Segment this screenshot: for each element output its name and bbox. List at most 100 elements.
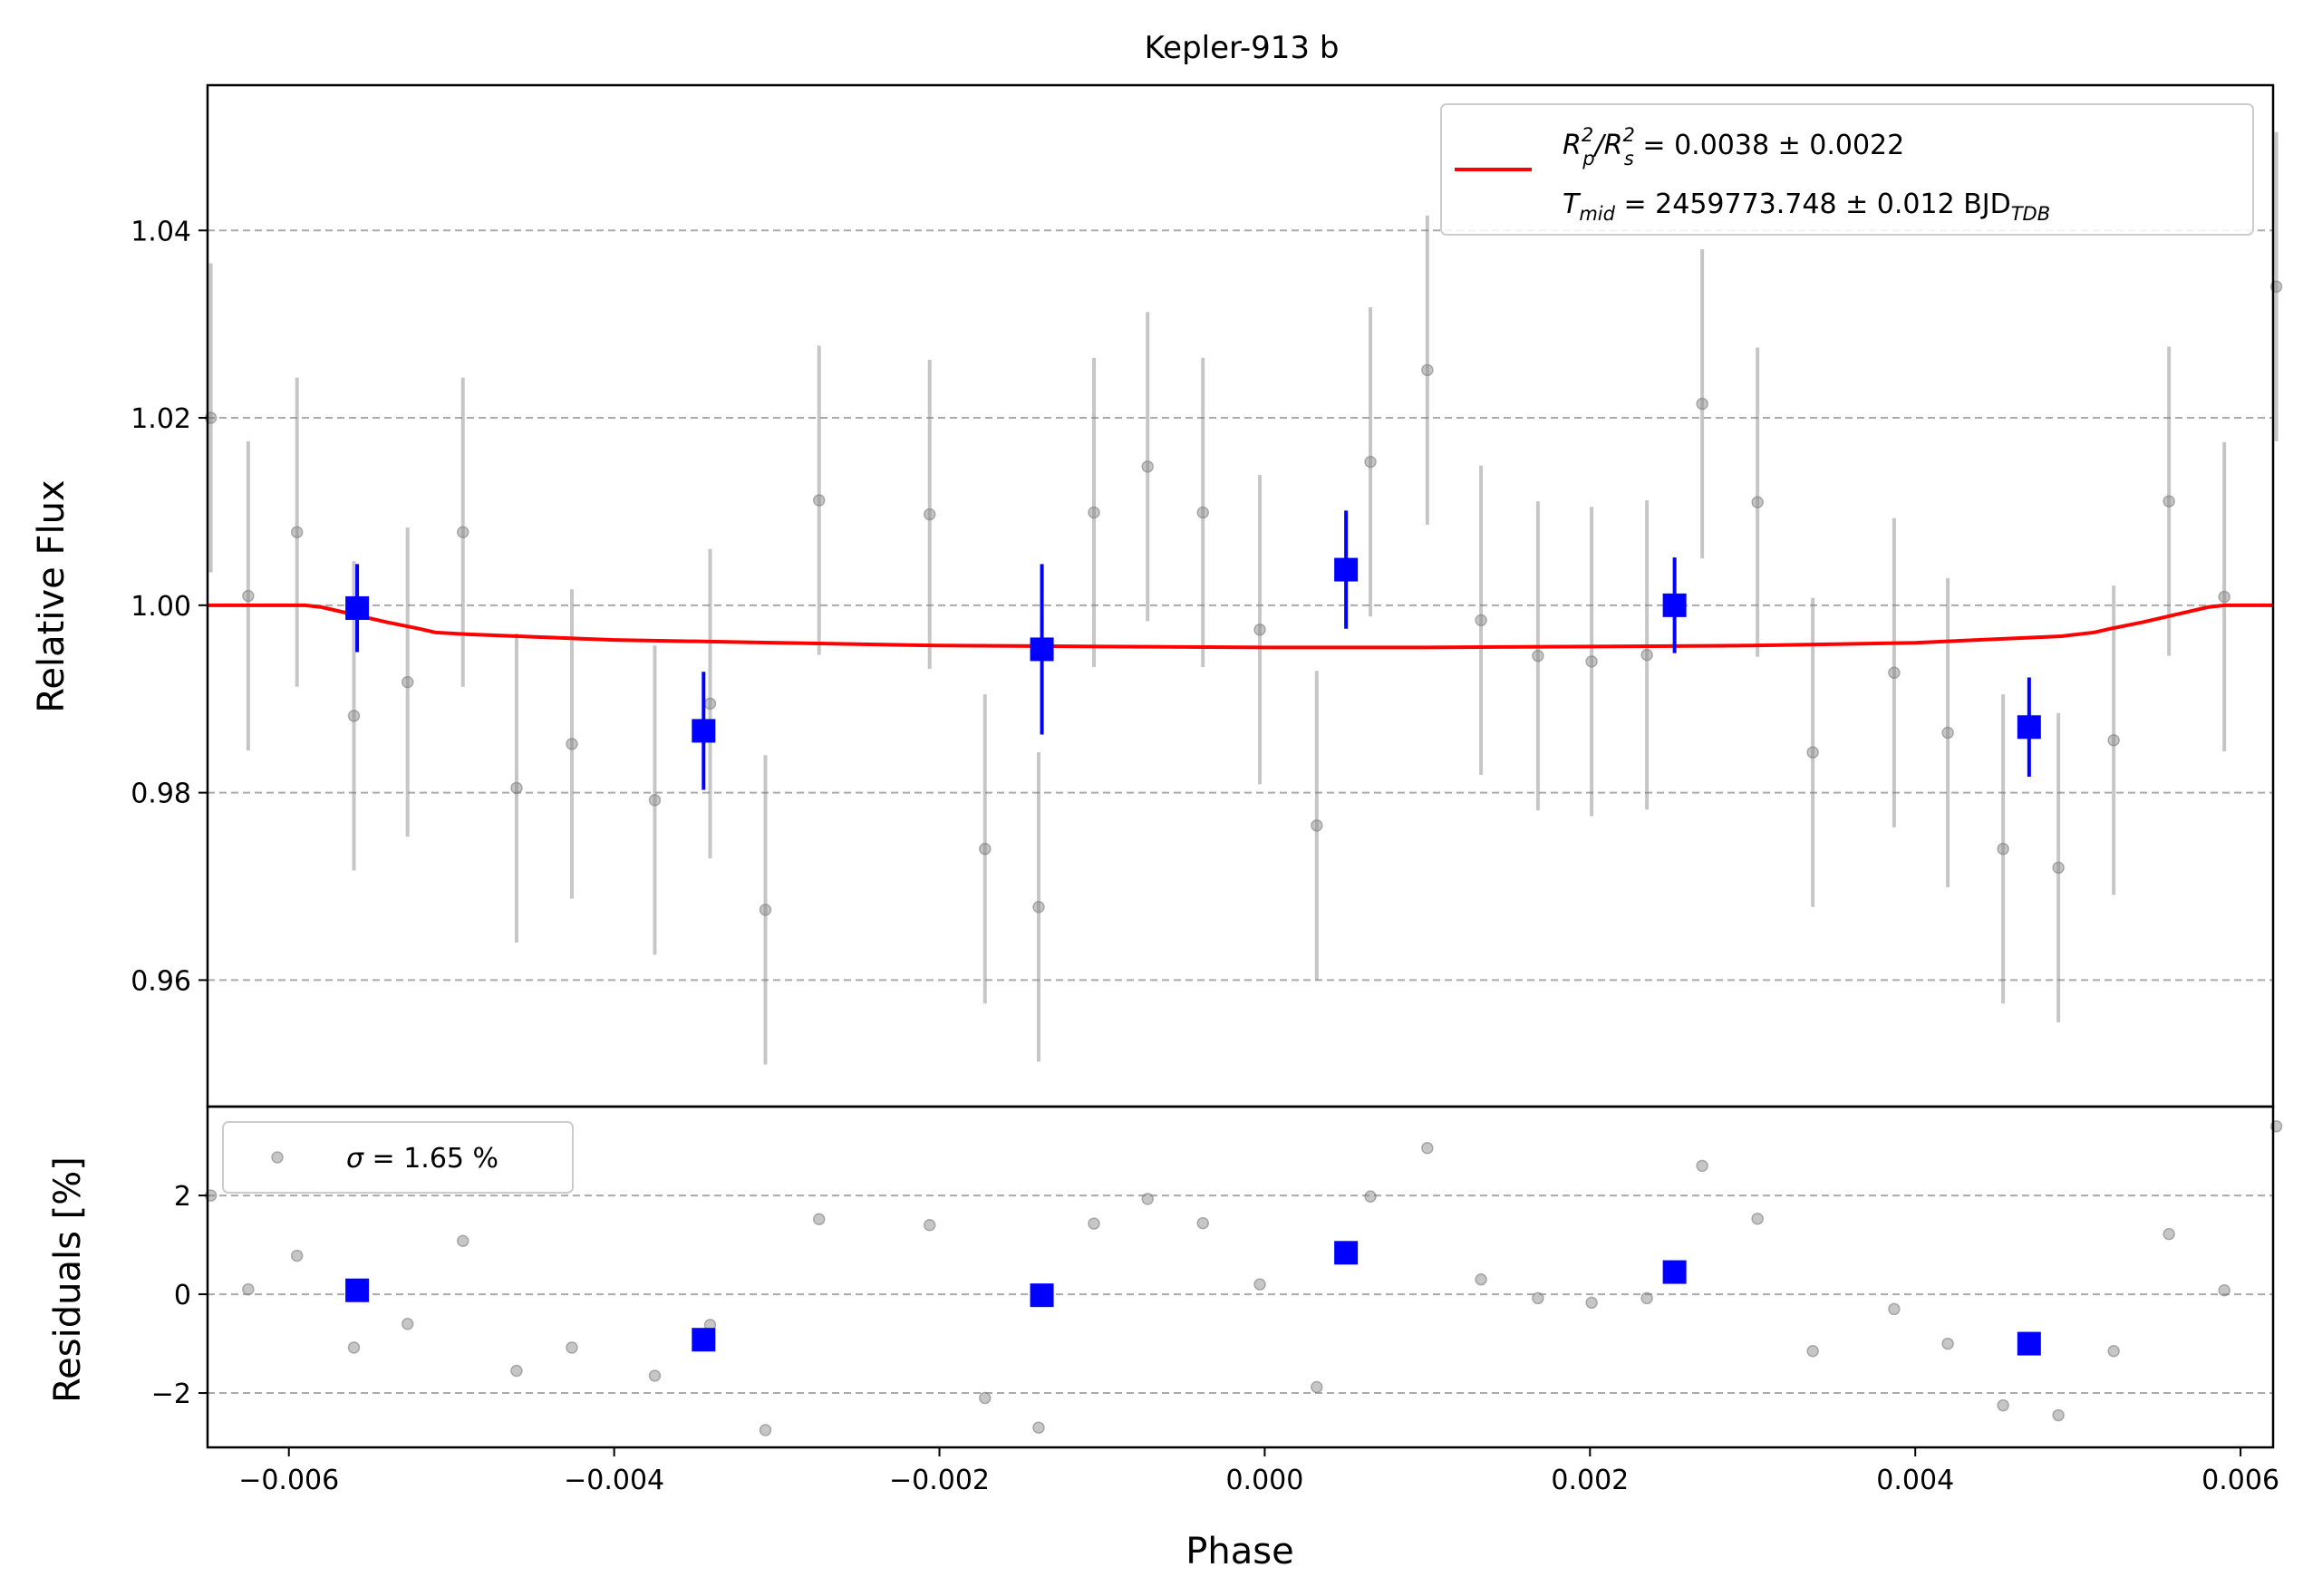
raw-point (2218, 590, 2230, 604)
raw-point (2163, 495, 2175, 508)
residual-point (1696, 1159, 1708, 1173)
raw-point (759, 904, 772, 916)
residual-point (456, 1234, 469, 1247)
residual-point (2218, 1283, 2230, 1297)
binned-point (692, 719, 716, 743)
bottom-legend-box (222, 1121, 574, 1194)
raw-point (812, 494, 826, 507)
raw-point (979, 842, 992, 856)
raw-point (347, 710, 361, 722)
residual-point (2052, 1408, 2065, 1422)
raw-point (1997, 842, 2009, 856)
raw-point (1585, 655, 1598, 668)
residual-point (979, 1391, 992, 1405)
raw-point (1311, 819, 1323, 832)
raw-point (1806, 746, 1819, 759)
x-tick-label: 0.002 (1551, 1465, 1629, 1496)
residual-point (1585, 1296, 1598, 1310)
residual-point (290, 1249, 304, 1262)
residual-binned-point (1030, 1283, 1054, 1308)
x-tick-label: 0.000 (1225, 1465, 1303, 1496)
y-tick-label: 1.00 (131, 591, 191, 623)
y-tick-label: 2 (174, 1181, 191, 1213)
residual-raw-points (204, 1120, 2283, 1436)
y-tick-label: 1.02 (131, 403, 191, 435)
x-tick-label: 0.006 (2201, 1465, 2279, 1496)
residual-point (759, 1424, 772, 1436)
bottom-panel-frame (206, 1105, 2275, 1449)
y-tick-label: 0 (174, 1280, 191, 1311)
y-tick-label: 1.04 (131, 216, 191, 247)
residual-point (924, 1219, 936, 1232)
raw-point (456, 526, 469, 538)
bottom-gridlines (208, 1195, 2273, 1395)
raw-point (924, 508, 936, 521)
raw-point (2107, 733, 2120, 747)
raw-point (1941, 726, 1954, 740)
raw-point (1364, 455, 1377, 469)
top-legend: R2 p/R2 s = 0.0038 ± 0.0022 Tmid = 2459773… (1440, 103, 2254, 236)
residual-point (1751, 1212, 1764, 1225)
raw-point (1475, 614, 1487, 627)
transit-model-line (208, 603, 2273, 650)
residual-point (1141, 1193, 1154, 1205)
residual-point (242, 1282, 255, 1296)
residual-binned-point (2017, 1331, 2041, 1356)
x-tick-label: −0.004 (564, 1465, 664, 1496)
top-y-axis-label: Relative Flux (31, 479, 73, 712)
residual-point (1475, 1272, 1487, 1286)
raw-point (648, 794, 662, 807)
raw-point (2052, 861, 2065, 875)
legend-mid-time: Tmid = 2459773.748 ± 0.012 BJDTDB (1563, 189, 2050, 225)
residual-binned-point (1334, 1241, 1359, 1265)
residual-point (566, 1341, 578, 1354)
bottom-y-ticks: −2 0 2 (151, 1181, 208, 1410)
x-tick-label: −0.002 (889, 1465, 990, 1496)
residual-point (1088, 1217, 1100, 1230)
top-y-ticks: 0.96 0.98 1.00 1.02 1.04 (131, 216, 208, 997)
residual-point (510, 1364, 523, 1378)
binned-point (345, 595, 370, 620)
residual-point (1364, 1190, 1377, 1203)
residual-binned-points (345, 1241, 2041, 1356)
residual-point (401, 1318, 414, 1330)
raw-point (1088, 506, 1100, 519)
x-tick-label: −0.006 (238, 1465, 339, 1496)
residual-point (2163, 1227, 2175, 1241)
residual-point (1311, 1380, 1323, 1394)
raw-point (1888, 666, 1901, 680)
raw-point (1421, 363, 1434, 377)
raw-point (1696, 397, 1708, 411)
top-binned-points (345, 510, 2041, 790)
top-raw-errorbars (208, 131, 2279, 1065)
y-tick-label: 0.96 (131, 965, 191, 997)
residual-point (812, 1213, 826, 1225)
bottom-y-axis-label: Residuals [%] (47, 1156, 89, 1403)
bottom-legend-marker (271, 1151, 284, 1164)
chart-title: Kepler-913 b (1145, 30, 1340, 66)
raw-point (566, 738, 578, 750)
residual-point (1806, 1344, 1819, 1358)
raw-point (703, 697, 717, 711)
residual-binned-point (345, 1278, 370, 1302)
raw-point (1751, 496, 1764, 508)
residual-binned-point (1662, 1260, 1687, 1284)
raw-point (1253, 623, 1266, 636)
residual-binned-point (692, 1328, 716, 1352)
residual-point (1253, 1278, 1266, 1291)
raw-point (1640, 648, 1653, 662)
residual-point (1196, 1216, 1209, 1230)
residual-point (648, 1369, 662, 1382)
top-raw-points (204, 280, 2283, 916)
residual-point (1032, 1421, 1045, 1434)
raw-point (1196, 506, 1209, 519)
binned-point (1030, 637, 1054, 662)
residual-point (1941, 1337, 1954, 1350)
y-tick-label: 0.98 (131, 779, 191, 810)
raw-point (1532, 649, 1544, 663)
raw-point (242, 589, 255, 603)
residual-point (1532, 1291, 1544, 1305)
legend-sigma: σ = 1.65 % (346, 1143, 498, 1175)
residual-point (1888, 1302, 1901, 1316)
